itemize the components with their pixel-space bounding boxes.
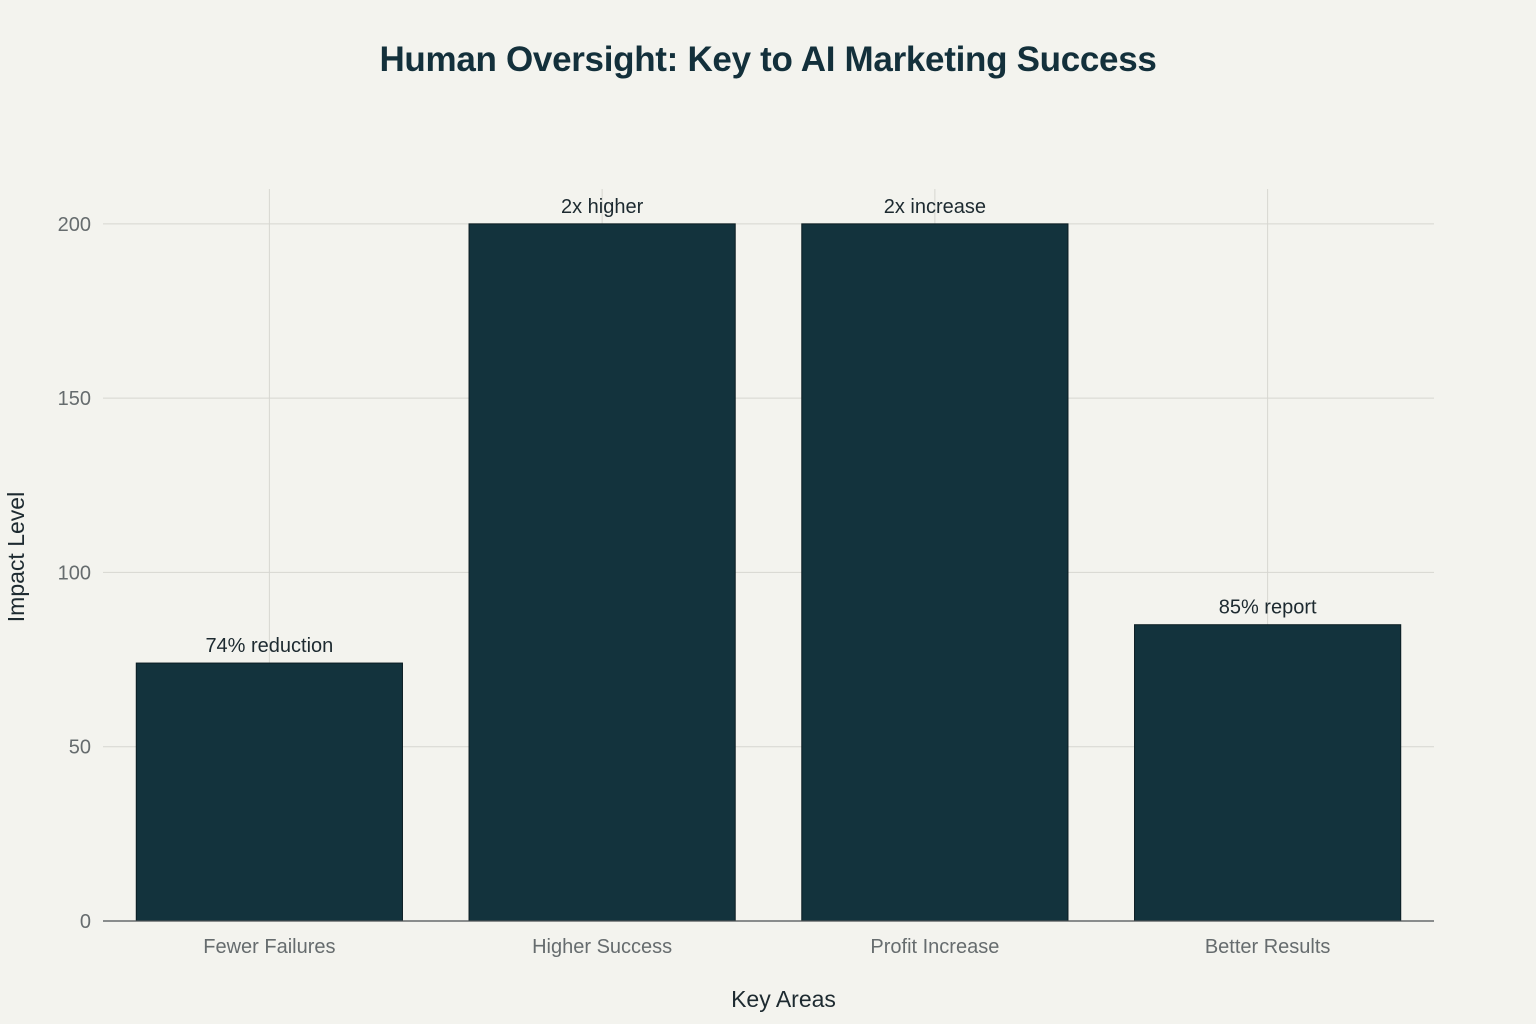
y-tick-label: 0 — [80, 911, 91, 933]
data-label: 85% report — [1219, 597, 1317, 619]
x-tick-label: Fewer Failures — [203, 936, 335, 958]
bar — [1134, 624, 1402, 922]
bar — [468, 223, 736, 922]
y-tick-label: 50 — [69, 737, 91, 759]
x-tick-label: Profit Increase — [870, 936, 999, 958]
data-label: 2x increase — [884, 196, 986, 218]
bar — [135, 662, 403, 922]
y-axis-title: Impact Level — [3, 492, 29, 622]
x-axis-title: Key Areas — [731, 986, 836, 1012]
bar — [801, 223, 1069, 922]
y-tick-label: 100 — [58, 562, 91, 584]
y-tick-label: 150 — [58, 388, 91, 410]
chart-title: Human Oversight: Key to AI Marketing Suc… — [379, 40, 1157, 79]
x-tick-label: Better Results — [1205, 936, 1331, 958]
x-tick-label: Higher Success — [532, 936, 672, 958]
y-tick-label: 200 — [58, 214, 91, 236]
bars-layer — [135, 223, 1402, 922]
labels-layer: 0 50 100 150 200 74% reduction Fewer Failures 2… — [58, 196, 1331, 958]
data-label: 2x higher — [561, 196, 644, 218]
data-label: 74% reduction — [205, 635, 333, 657]
